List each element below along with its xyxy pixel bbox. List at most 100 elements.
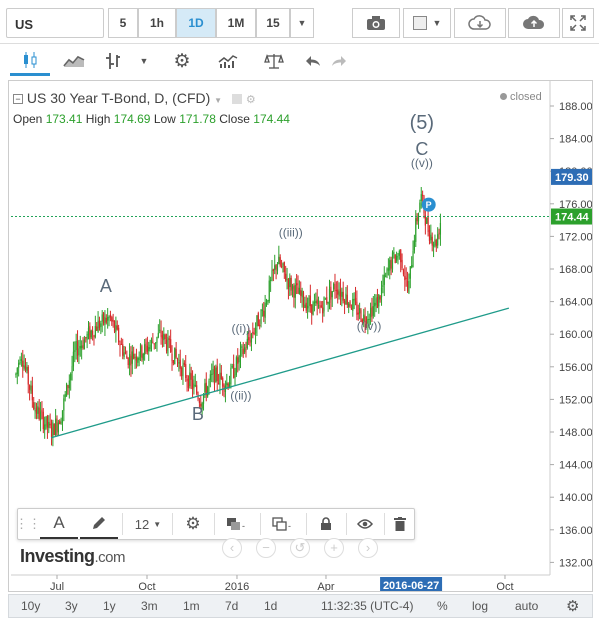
candle-body — [57, 422, 59, 433]
text-a-icon: A — [53, 513, 65, 532]
range-3m[interactable]: 3m — [141, 599, 158, 613]
x-tick-label: 2016 — [225, 581, 249, 591]
cloud-download-button[interactable] — [454, 8, 506, 38]
zoom-out-button[interactable]: − — [256, 538, 276, 558]
candle-body — [424, 215, 426, 226]
candle-body — [286, 278, 288, 280]
drawing-toolbar: ⋮⋮ A 12 ▼ ⚙ - - — [15, 508, 415, 540]
compare-button[interactable] — [254, 46, 294, 76]
text-tool-button[interactable]: A — [40, 509, 78, 539]
undo-button[interactable] — [300, 46, 326, 76]
candle-body — [96, 326, 98, 331]
candle-body — [82, 344, 84, 348]
range-1d[interactable]: 1d — [264, 599, 278, 613]
clone-button[interactable]: - — [262, 509, 304, 539]
candle-body — [379, 296, 381, 300]
cloud-upload-icon — [523, 15, 545, 29]
candle-body — [48, 421, 50, 428]
drag-handle[interactable]: ⋮⋮ — [15, 516, 41, 531]
scroll-right-button[interactable]: › — [358, 538, 378, 558]
candle-body — [406, 281, 409, 291]
divider — [346, 513, 347, 535]
candle-body — [313, 302, 316, 304]
chart-style-dropdown[interactable]: ▼ — [132, 46, 156, 76]
wave-label: (5) — [410, 112, 434, 134]
collapse-icon[interactable]: − — [13, 94, 23, 105]
price-marker-box — [551, 168, 592, 185]
timeframe-1d[interactable]: 1D — [176, 8, 216, 38]
gear-icon[interactable]: ⚙ — [245, 94, 256, 106]
lock-button[interactable] — [308, 509, 344, 539]
candle-body — [354, 297, 357, 303]
chart-area[interactable]: 188.00184.00180.00176.00172.00168.00164.… — [8, 80, 593, 592]
candle-body — [333, 283, 335, 290]
candle-body — [298, 287, 300, 294]
price-chart[interactable]: 188.00184.00180.00176.00172.00168.00164.… — [9, 81, 592, 591]
candle-body — [185, 364, 187, 378]
gear-icon[interactable]: ⚙ — [566, 598, 580, 615]
candle-body — [39, 411, 42, 421]
bring-front-button[interactable]: - — [216, 509, 258, 539]
candle-body — [170, 339, 172, 352]
symbol-input[interactable]: US — [6, 8, 104, 38]
timeframe-dropdown[interactable]: ▼ — [290, 8, 314, 38]
timeframe-5[interactable]: 5 — [108, 8, 138, 38]
candle-body — [70, 373, 72, 381]
candle-body — [81, 345, 83, 349]
visibility-icon[interactable] — [231, 94, 242, 105]
logo-text: Investing — [20, 546, 95, 566]
indicators-button[interactable] — [208, 46, 248, 76]
candle-body — [352, 298, 354, 311]
x-tick-label: Oct — [496, 581, 513, 591]
candle-body — [263, 310, 265, 317]
log-toggle[interactable]: log — [472, 599, 489, 613]
settings-button[interactable]: ⚙ — [162, 46, 202, 76]
bars-style-button[interactable] — [96, 46, 130, 76]
candle-body — [174, 347, 176, 365]
candle-body — [285, 273, 287, 281]
cloud-upload-button[interactable] — [508, 8, 560, 38]
timeframe-1h[interactable]: 1h — [138, 8, 176, 38]
candle-body — [353, 298, 355, 301]
wave-label: ((ii)) — [230, 388, 251, 402]
divider — [260, 513, 261, 535]
scroll-left-button[interactable]: ‹ — [222, 538, 242, 558]
auto-toggle[interactable]: auto — [515, 599, 539, 613]
clock-time: 11:32:35 (UTC-4) — [321, 599, 414, 613]
pen-tool-button[interactable] — [80, 509, 118, 539]
candle-body — [83, 339, 85, 350]
timeframe-1m[interactable]: 1M — [216, 8, 256, 38]
visibility-button[interactable] — [348, 509, 382, 539]
redo-button[interactable] — [326, 46, 352, 76]
range-10y[interactable]: 10y — [21, 599, 41, 613]
percent-toggle[interactable]: % — [437, 599, 448, 613]
draw-settings-button[interactable]: ⚙ — [174, 509, 212, 539]
y-tick-label: 168.00 — [559, 264, 592, 276]
candle-body — [252, 331, 254, 334]
area-style-button[interactable] — [54, 46, 94, 76]
range-7d[interactable]: 7d — [225, 599, 239, 613]
zoom-in-button[interactable]: + — [324, 538, 344, 558]
candle-body — [175, 348, 177, 358]
timeframe-15[interactable]: 15 — [256, 8, 290, 38]
candle-body — [228, 382, 231, 389]
candle-body — [154, 342, 157, 344]
color-picker-button[interactable]: ▼ — [403, 8, 451, 38]
range-1y[interactable]: 1y — [103, 599, 116, 613]
candles-style-button[interactable] — [10, 46, 50, 76]
candle-body — [345, 293, 347, 305]
candle-body — [208, 380, 210, 386]
candle-body — [304, 304, 306, 308]
fullscreen-button[interactable] — [562, 8, 594, 38]
chevron-down-icon[interactable]: ▼ — [214, 96, 223, 105]
screenshot-button[interactable] — [352, 8, 400, 38]
candle-body — [90, 330, 92, 338]
range-3y[interactable]: 3y — [65, 599, 78, 613]
candle-body — [133, 353, 135, 359]
candle-body — [207, 386, 209, 397]
reset-button[interactable]: ↺ — [290, 538, 310, 558]
range-1m[interactable]: 1m — [183, 599, 200, 613]
font-size-select[interactable]: 12 ▼ — [126, 509, 170, 539]
delete-button[interactable] — [386, 509, 414, 539]
candle-body — [311, 304, 313, 315]
